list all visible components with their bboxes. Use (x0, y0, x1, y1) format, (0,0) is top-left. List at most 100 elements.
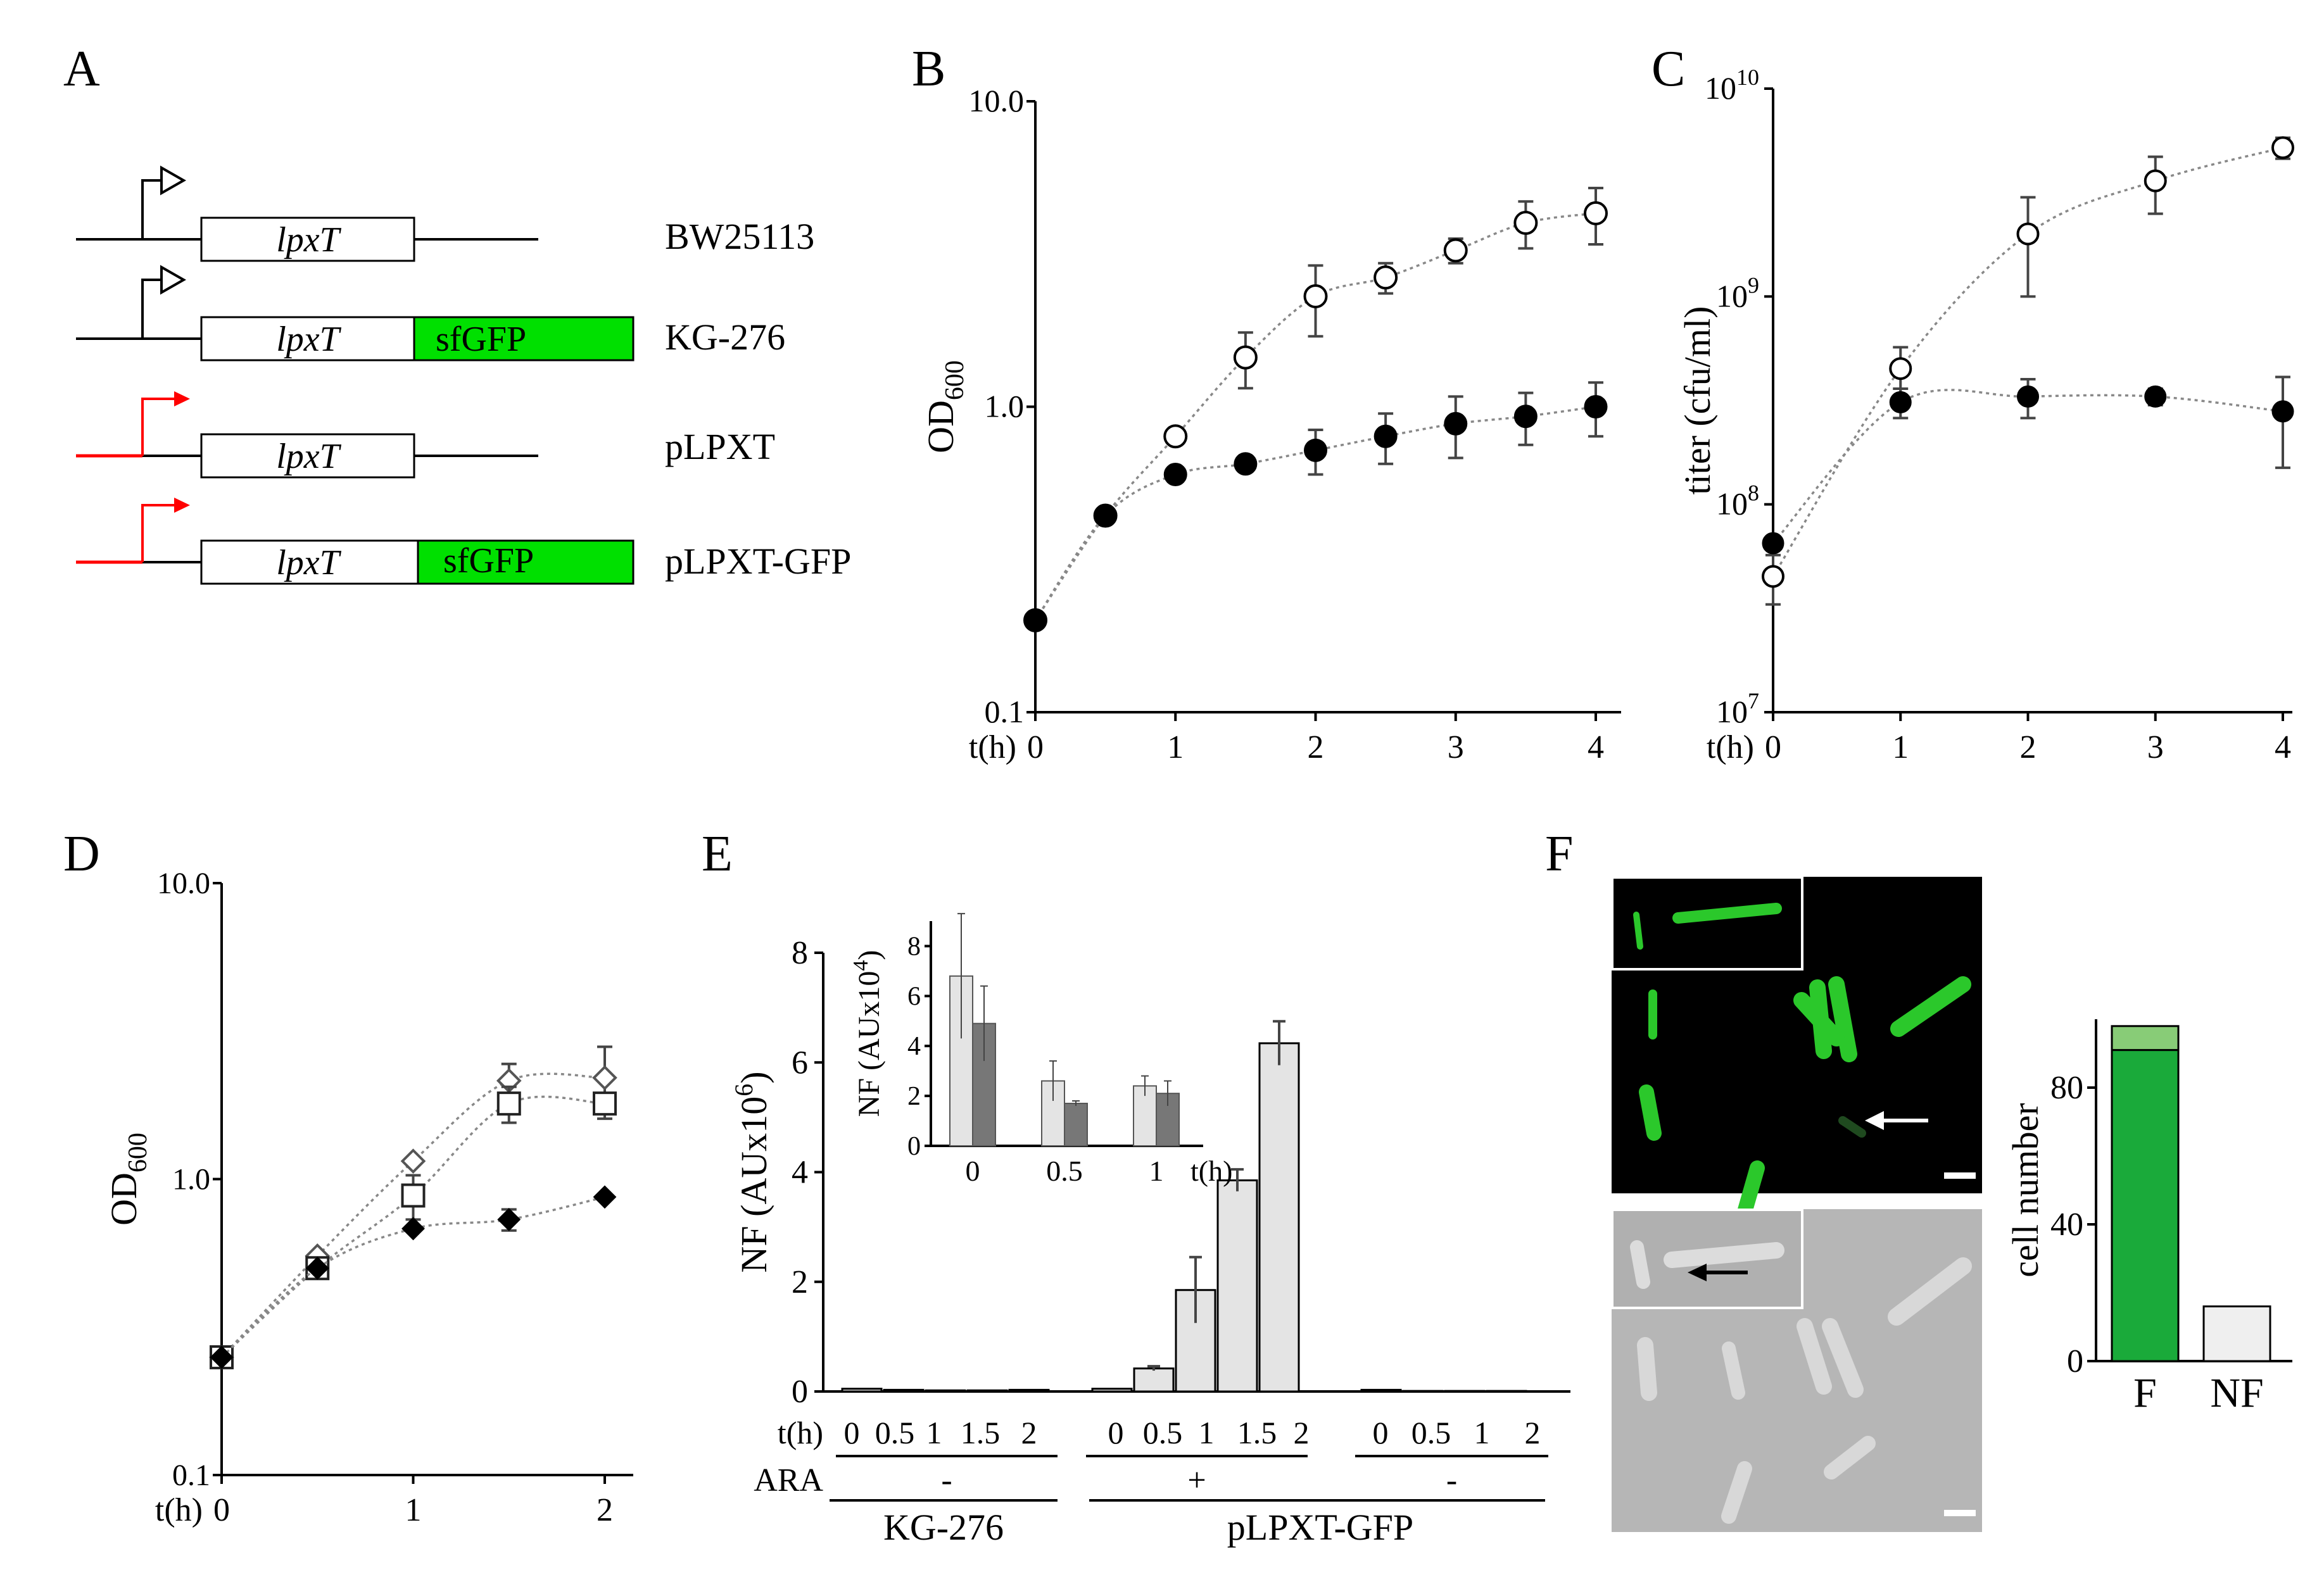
y-axis-label: OD600 (103, 1133, 153, 1226)
promoter-arrowhead-icon (160, 165, 187, 196)
arrowhead-icon (1865, 1111, 1884, 1130)
y-tick-label: 0 (907, 1132, 921, 1161)
gene-box (200, 316, 415, 361)
y-tick-label: 1.0 (985, 389, 1025, 424)
cell (1633, 912, 1643, 950)
ara-sign: + (1187, 1462, 1206, 1498)
bar (2111, 1025, 2180, 1052)
x-tick-label: 4 (1588, 729, 1604, 765)
y-tick-label: 1.0 (172, 1163, 210, 1196)
gene-label: lpxT (276, 320, 341, 359)
gene-box (200, 433, 415, 479)
bar (883, 1388, 925, 1393)
point (497, 1207, 521, 1231)
cell (1890, 976, 1971, 1037)
point (1374, 265, 1398, 290)
inset-bar (1133, 1085, 1157, 1147)
x-tick-label: 0.5 (1143, 1415, 1183, 1450)
point (400, 1148, 426, 1174)
y-axis-label: NF (AUx106) (729, 1071, 774, 1272)
bar (1091, 1388, 1133, 1393)
strain-label: pLPXT-GFP (665, 541, 851, 582)
y-tick-label: 40 (2050, 1207, 2083, 1243)
y-tick-label: 4 (907, 1032, 921, 1061)
y-tick-label: 80 (2050, 1070, 2083, 1106)
x-tick-label: NF (2210, 1370, 2263, 1416)
point (2016, 222, 2040, 246)
bar (2111, 1049, 2180, 1362)
x-tick-label: 0 (213, 1492, 230, 1528)
construct-row-1: lpxT BW25113 (76, 165, 814, 262)
cell (1639, 1084, 1662, 1141)
strain-label: pLPXT (665, 426, 775, 467)
point (2144, 385, 2167, 408)
x-tick-label: 4 (2275, 729, 2291, 765)
x-tick-label: 1 (926, 1415, 942, 1450)
bar (841, 1388, 883, 1393)
y-tick-label: 10.0 (157, 867, 210, 900)
series-open-circle (1023, 187, 1608, 632)
inducible-arrowhead-icon (174, 498, 190, 513)
x-axis-label: t(h) (155, 1492, 203, 1528)
panel-a-letter: A (63, 41, 100, 97)
strain-label: BW25113 (665, 216, 814, 257)
bar (966, 1389, 1008, 1393)
x-tick-label: 1 (405, 1492, 422, 1528)
gene-box (200, 217, 415, 262)
point (2271, 136, 2294, 160)
x-tick-label: 3 (2147, 729, 2164, 765)
x-tick-label: F (2133, 1370, 2157, 1416)
cell (1793, 992, 1845, 1046)
x-tick-label: 1 (1149, 1155, 1164, 1187)
y-tick-label: 109 (1716, 272, 1759, 313)
y-axis-label: cell number (2005, 1103, 2046, 1277)
panel-d-letter: D (63, 826, 100, 882)
x-tick-label: 0 (1027, 729, 1044, 765)
y-tick-label: 8 (907, 932, 921, 961)
strain-label: pLPXT-GFP (1227, 1507, 1413, 1548)
x-axis-label: t(h) (969, 729, 1016, 765)
fluorescence-micrograph (1611, 876, 1982, 1226)
y-tick-label: 108 (1716, 480, 1759, 522)
construct-row-3: lpxT pLPXT (76, 391, 775, 479)
non-fluorescent-cell (1838, 1116, 1866, 1138)
strain-label: KG-276 (665, 317, 785, 358)
x-tick-label: 0.5 (1046, 1155, 1083, 1187)
x-tick-label: 1.5 (961, 1415, 1001, 1450)
y-tick-label: 0 (2067, 1343, 2083, 1379)
x-tick-label: 0 (1108, 1415, 1124, 1450)
panel-e-letter: E (702, 826, 733, 882)
point (2144, 169, 2167, 192)
point (1762, 532, 1784, 555)
x-tick-label: 1 (1167, 729, 1184, 765)
x-tick-label: 0 (1765, 729, 1781, 765)
point (2271, 400, 2294, 423)
bar-group-2: 0 0.5 1 2 - (1355, 1388, 1548, 1498)
x-tick-label: 2 (597, 1492, 613, 1528)
point (1513, 211, 1538, 236)
y-tick-label: 10.0 (969, 83, 1025, 118)
chart-e: 0 2 4 6 8 NF (AUx106) 0 0.5 1 1.5 2 - 0 0.5 1 1.5 2 +0 0.5… (729, 913, 1570, 1548)
gene-label: lpxT (276, 220, 341, 260)
point (2017, 385, 2039, 408)
bar (1133, 1367, 1175, 1393)
point (1889, 391, 1912, 413)
point (1234, 452, 1258, 476)
x-tick-label: 2 (1308, 729, 1324, 765)
x-tick-label: 0.5 (875, 1415, 915, 1450)
inset-frame (1611, 876, 1803, 970)
x-tick-label: 0 (1373, 1415, 1389, 1450)
cell (1721, 1461, 1752, 1524)
point (496, 1091, 521, 1116)
point (401, 1217, 425, 1241)
x-tick-label: 2 (1294, 1415, 1310, 1450)
x-axis-label: t(h) (1190, 1155, 1232, 1187)
point (1443, 238, 1468, 263)
y-tick-label: 6 (907, 982, 921, 1011)
strain-label: KG-276 (883, 1507, 1004, 1548)
gene-label: lpxT (276, 437, 341, 476)
gene-label: lpxT (276, 543, 341, 582)
x-axis-label: t(h) (778, 1415, 823, 1450)
